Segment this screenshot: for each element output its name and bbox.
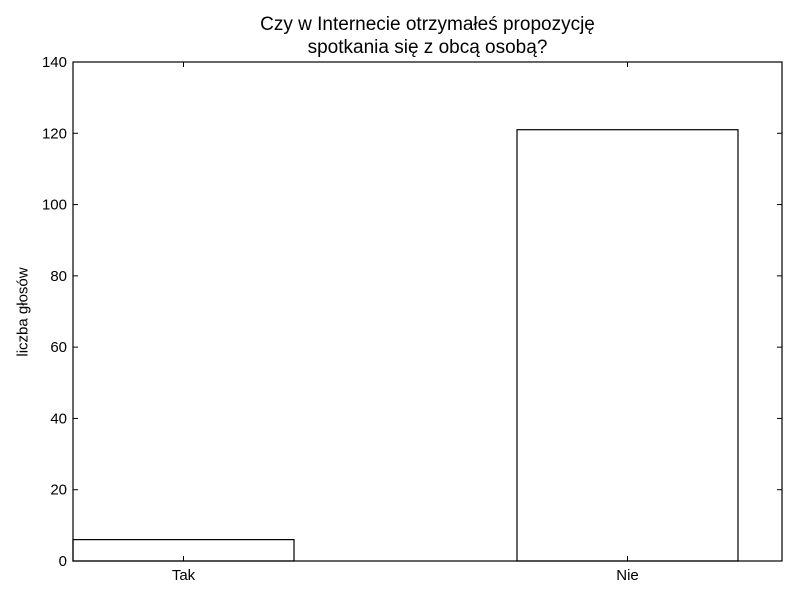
x-tick-label: Tak: [172, 567, 196, 584]
chart-title-line-2: spotkania się z obcą osobą?: [307, 37, 548, 58]
y-tick-label: 80: [50, 268, 67, 285]
y-tick-label: 20: [50, 482, 67, 499]
y-tick-label: 100: [42, 197, 67, 214]
chart-title-line-1: Czy w Internecie otrzymałeś propozycję: [260, 14, 595, 35]
y-tick-label: 40: [50, 410, 67, 427]
y-tick-label: 120: [42, 125, 67, 142]
y-tick-label: 0: [59, 553, 67, 570]
x-tick-label: Nie: [616, 567, 639, 584]
y-tick-label: 140: [42, 54, 67, 71]
bar-nie: [516, 129, 739, 562]
y-tick-label: 60: [50, 339, 67, 356]
axes-frame: [72, 61, 783, 562]
